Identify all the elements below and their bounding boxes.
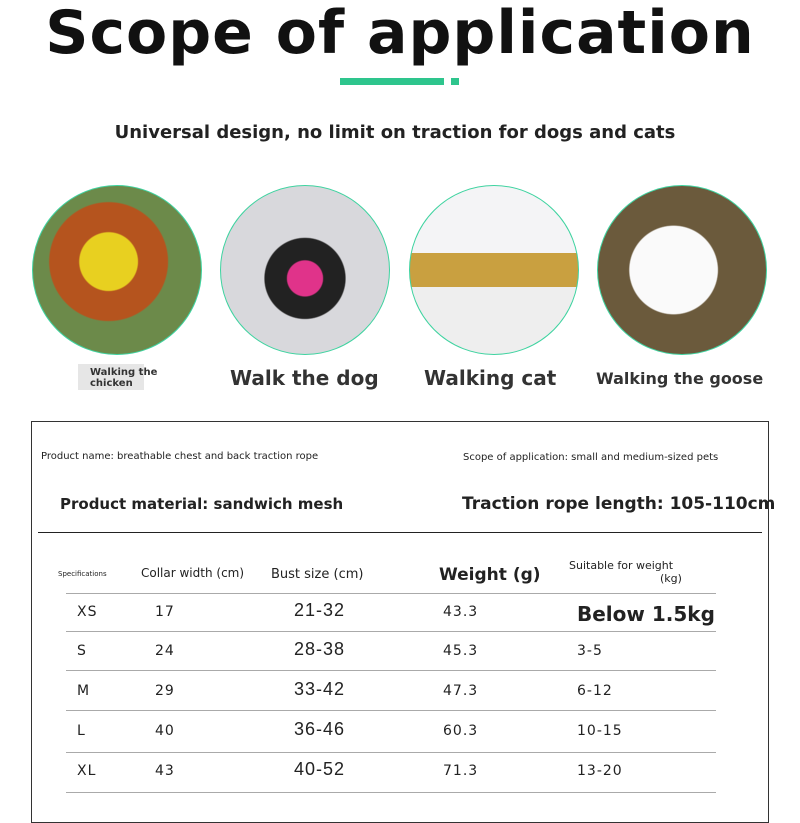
table-cell: 17 [155, 604, 175, 620]
label-chicken: Walking the chicken [78, 364, 158, 390]
table-cell: 6-12 [577, 683, 613, 699]
table-cell: 71.3 [443, 763, 479, 779]
table-cell: 45.3 [443, 643, 479, 659]
table-cell: 43 [155, 763, 175, 779]
header-collar: Collar width (cm) [141, 566, 245, 580]
row-divider [66, 593, 716, 594]
accent-bar [340, 78, 444, 85]
header-suitable: Suitable for weight [569, 559, 674, 572]
row-divider [66, 631, 716, 632]
row-divider [66, 710, 716, 711]
table-cell: M [77, 683, 91, 699]
header-weight: Weight (g) [439, 565, 541, 585]
table-cell: 13-20 [577, 763, 623, 779]
page-title: Scope of application [45, 0, 755, 68]
table-cell: 10-15 [577, 723, 623, 739]
table-cell: 29 [155, 683, 175, 699]
dog-image [220, 185, 390, 355]
table-cell: 3-5 [577, 643, 603, 659]
header-bust: Bust size (cm) [271, 567, 364, 582]
header-suitable-unit: (kg) [660, 572, 682, 585]
divider [38, 532, 762, 533]
table-cell: XL [77, 763, 97, 779]
table-cell: 33-42 [294, 679, 346, 699]
material-info: Product material: sandwich mesh [60, 495, 344, 513]
rooster-image [32, 185, 202, 355]
table-cell: 24 [155, 643, 175, 659]
table-cell: 60.3 [443, 723, 479, 739]
row-divider [66, 792, 716, 793]
table-cell: S [77, 643, 87, 659]
label-chicken-line1: Walking the [90, 367, 158, 378]
table-cell: 43.3 [443, 604, 479, 620]
table-cell: 21-32 [294, 600, 346, 620]
rope-length-info: Traction rope length: 105-110cm [462, 494, 776, 514]
product-name: Product name: breathable chest and back … [41, 451, 319, 462]
table-cell: 40 [155, 723, 175, 739]
scope-info: Scope of application: small and medium-s… [463, 452, 719, 463]
label-cat: Walking cat [424, 366, 557, 390]
table-cell: 40-52 [294, 759, 346, 779]
label-goose: Walking the goose [596, 369, 764, 388]
table-cell: 28-38 [294, 639, 346, 659]
cat-image [409, 185, 579, 355]
table-cell: L [77, 723, 86, 739]
goose-image [597, 185, 767, 355]
table-cell: 47.3 [443, 683, 479, 699]
table-cell: Below 1.5kg [577, 602, 715, 626]
row-divider [66, 670, 716, 671]
header-specifications: Specifications [58, 570, 107, 578]
subtitle: Universal design, no limit on traction f… [114, 122, 676, 143]
table-cell: XS [77, 604, 98, 620]
accent-dot [451, 78, 459, 85]
label-chicken-line2: chicken [90, 378, 133, 389]
row-divider [66, 752, 716, 753]
label-dog: Walk the dog [230, 366, 379, 390]
table-cell: 36-46 [294, 719, 346, 739]
